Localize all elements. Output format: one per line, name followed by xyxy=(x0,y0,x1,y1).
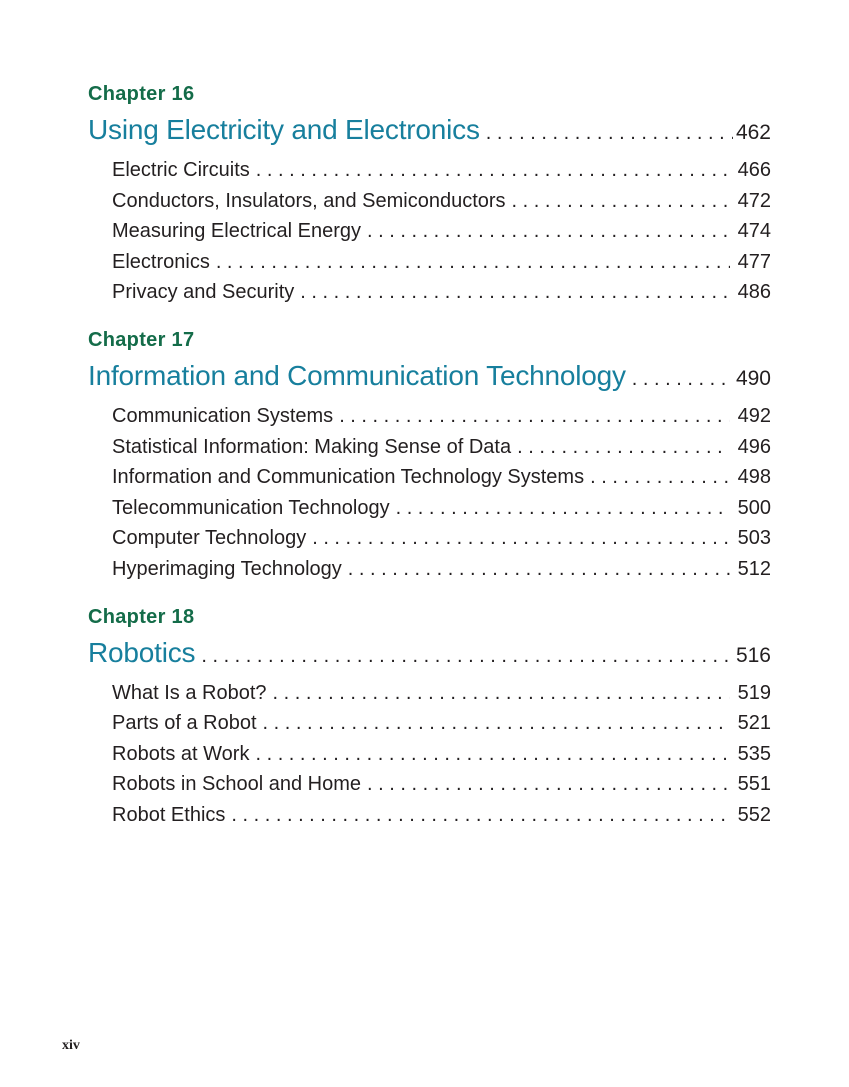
toc-entry: Computer Technology 503 xyxy=(88,523,771,554)
entry-title: Statistical Information: Making Sense of… xyxy=(112,435,512,458)
toc-entry: Conductors, Insulators, and Semiconducto… xyxy=(88,186,771,217)
entry-page-number: 496 xyxy=(737,435,771,458)
chapter-page-number: 516 xyxy=(735,643,771,667)
chapter-title: Robotics xyxy=(88,636,196,668)
entry-page-number: 498 xyxy=(737,466,771,489)
entry-title: What Is a Robot? xyxy=(112,681,267,704)
dot-leader xyxy=(348,554,730,585)
entry-page-number: 474 xyxy=(737,220,771,243)
entry-page-number: 486 xyxy=(737,281,771,304)
toc-entry: Electronics 477 xyxy=(88,247,771,278)
chapter-label: Chapter 17 xyxy=(88,328,195,351)
entry-title: Hyperimaging Technology xyxy=(112,557,342,580)
dot-leader xyxy=(201,639,733,673)
toc-entry: Robot Ethics 552 xyxy=(88,800,771,831)
chapter-label: Chapter 18 xyxy=(88,605,195,628)
dot-leader xyxy=(263,708,730,739)
toc-entry: Hyperimaging Technology 512 xyxy=(88,554,771,585)
chapter-title-row: Using Electricity and Electronics 462 xyxy=(88,113,771,150)
dot-leader xyxy=(255,739,729,770)
dot-leader xyxy=(367,769,730,800)
chapter-title-row: Robotics 516 xyxy=(88,636,771,673)
chapter-title: Information and Communication Technology xyxy=(88,359,626,391)
dot-leader xyxy=(273,678,730,709)
dot-leader xyxy=(339,401,729,432)
entry-title: Electric Circuits xyxy=(112,159,250,181)
entry-title: Privacy and Security xyxy=(112,281,295,304)
entry-title: Information and Communication Technology… xyxy=(112,466,585,489)
entry-page-number: 466 xyxy=(737,159,771,181)
entry-page-number: 552 xyxy=(737,803,771,826)
toc-entry: What Is a Robot? 519 xyxy=(88,678,771,709)
entry-page-number: 472 xyxy=(737,189,771,212)
toc-entry: Robots in School and Home 551 xyxy=(88,769,771,800)
footer-page-number: xiv xyxy=(62,1038,80,1053)
dot-leader xyxy=(486,116,733,150)
chapter-label: Chapter 16 xyxy=(88,83,195,105)
entry-title: Robots at Work xyxy=(112,742,250,765)
toc-entry: Electric Circuits 466 xyxy=(88,155,771,186)
entry-title: Robots in School and Home xyxy=(112,773,362,796)
entry-page-number: 519 xyxy=(737,681,771,704)
entry-page-number: 477 xyxy=(737,250,771,273)
toc-entry: Information and Communication Technology… xyxy=(88,462,771,493)
toc-entry: Privacy and Security 486 xyxy=(88,277,771,308)
chapter-block-16: Chapter 16 Using Electricity and Electro… xyxy=(88,84,771,308)
entry-title: Measuring Electrical Energy xyxy=(112,220,361,243)
entry-page-number: 521 xyxy=(737,712,771,735)
entry-page-number: 503 xyxy=(737,527,771,550)
dot-leader xyxy=(367,216,730,247)
dot-leader xyxy=(632,362,733,396)
chapter-page-number: 462 xyxy=(735,121,771,144)
entry-page-number: 492 xyxy=(737,404,771,427)
entry-title: Electronics xyxy=(112,250,210,273)
entry-title: Telecommunication Technology xyxy=(112,496,390,519)
dot-leader xyxy=(512,186,730,217)
entry-title: Communication Systems xyxy=(112,404,334,427)
toc-entry: Telecommunication Technology 500 xyxy=(88,493,771,524)
dot-leader xyxy=(231,800,729,831)
dot-leader xyxy=(300,277,729,308)
entry-title: Parts of a Robot xyxy=(112,712,257,735)
entry-title: Conductors, Insulators, and Semiconducto… xyxy=(112,189,506,212)
chapter-block-18: Chapter 18 Robotics 516 What Is a Robot?… xyxy=(88,607,771,831)
dot-leader xyxy=(517,432,730,463)
chapter-block-17: Chapter 17 Information and Communication… xyxy=(88,330,771,585)
dot-leader xyxy=(312,523,729,554)
entry-page-number: 551 xyxy=(737,773,771,796)
entry-title: Computer Technology xyxy=(112,527,307,550)
entry-title: Robot Ethics xyxy=(112,803,226,826)
entry-page-number: 500 xyxy=(737,496,771,519)
entry-page-number: 512 xyxy=(737,557,771,580)
chapter-page-number: 490 xyxy=(735,366,771,390)
dot-leader xyxy=(590,462,730,493)
dot-leader xyxy=(256,155,730,186)
chapter-title-row: Information and Communication Technology… xyxy=(88,359,771,396)
toc-entry: Parts of a Robot 521 xyxy=(88,708,771,739)
toc-entry: Communication Systems 492 xyxy=(88,401,771,432)
toc-entry: Robots at Work 535 xyxy=(88,739,771,770)
entry-page-number: 535 xyxy=(737,742,771,765)
dot-leader xyxy=(216,247,730,278)
toc-entry: Measuring Electrical Energy 474 xyxy=(88,216,771,247)
dot-leader xyxy=(396,493,730,524)
toc-entry: Statistical Information: Making Sense of… xyxy=(88,432,771,463)
chapter-title: Using Electricity and Electronics xyxy=(88,114,480,145)
